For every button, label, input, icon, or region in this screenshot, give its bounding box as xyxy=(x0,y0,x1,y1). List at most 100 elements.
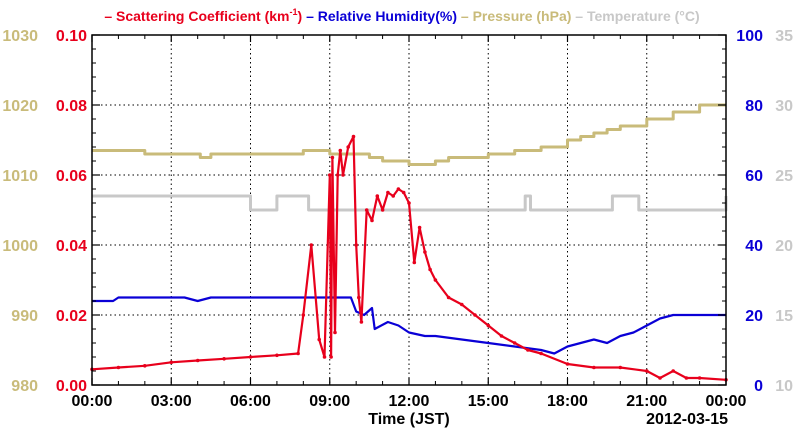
series-line-scattering xyxy=(91,135,727,381)
data-point-scattering xyxy=(301,313,306,317)
data-point-scattering xyxy=(357,295,361,300)
x-tick-label: 00:00 xyxy=(72,393,113,410)
y-tick-label: 60 xyxy=(745,168,763,185)
data-point-scattering xyxy=(473,313,477,317)
data-point-scattering xyxy=(486,323,491,328)
series-layer xyxy=(90,103,728,382)
data-point-scattering xyxy=(592,365,596,370)
x-tick-label: 12:00 xyxy=(389,393,430,410)
series-line-humidity xyxy=(92,296,726,355)
data-point-scattering xyxy=(526,348,530,352)
data-point-scattering xyxy=(195,358,200,363)
y-tick-label: 1010 xyxy=(2,168,38,185)
data-point-scattering xyxy=(565,362,570,366)
data-point-scattering xyxy=(329,355,333,359)
y-tick-label: 15 xyxy=(775,308,793,325)
data-point-scattering xyxy=(428,267,432,272)
y-tick-label: 100 xyxy=(736,28,763,45)
data-point-scattering xyxy=(684,376,689,380)
y-tick-label: 0.02 xyxy=(56,308,87,325)
data-point-scattering xyxy=(359,320,364,324)
data-point-scattering xyxy=(335,173,340,177)
y-tick-label: 30 xyxy=(775,98,793,115)
data-point-scattering xyxy=(412,260,417,265)
data-point-scattering xyxy=(341,173,345,177)
data-point-scattering xyxy=(116,365,121,370)
x-tick-label: 09:00 xyxy=(309,393,350,410)
data-point-scattering xyxy=(354,243,359,247)
data-point-scattering xyxy=(275,353,279,358)
data-point-scattering xyxy=(338,148,343,153)
data-point-scattering xyxy=(423,250,427,254)
legend-humidity: – Relative Humidity(%) xyxy=(306,8,457,24)
data-point-scattering xyxy=(618,365,623,370)
y-tick-label: 20 xyxy=(775,238,793,255)
data-point-scattering xyxy=(333,330,337,335)
data-point-scattering xyxy=(309,243,314,247)
x-tick-label: 21:00 xyxy=(626,393,667,410)
y-tick-label: 0.06 xyxy=(56,168,87,185)
data-point-scattering xyxy=(446,295,451,300)
y-tick-label: 10 xyxy=(775,378,793,395)
x-tick-label: 00:00 xyxy=(706,393,747,410)
series-line-temperature xyxy=(92,194,728,212)
data-point-scattering xyxy=(328,173,332,177)
legend-pressure: – Pressure (hPa) xyxy=(461,8,572,24)
data-point-scattering xyxy=(671,369,675,373)
data-point-scattering xyxy=(499,334,504,338)
x-tick-label: 18:00 xyxy=(547,393,588,410)
data-point-scattering xyxy=(539,351,543,356)
data-point-scattering xyxy=(512,341,517,345)
data-point-scattering xyxy=(658,376,662,380)
y-tick-label: 80 xyxy=(745,98,763,115)
data-point-scattering xyxy=(322,355,327,359)
tick-layer: 00:00 03:00 06:00 09:00 12:00 15:00 18:00 21:00… xyxy=(2,28,793,410)
data-point-scattering xyxy=(296,351,300,356)
data-point-scattering xyxy=(697,376,702,380)
y-tick-label: 0.04 xyxy=(56,238,87,255)
y-tick-label: 0.00 xyxy=(56,378,87,395)
date-label: 2012-03-15 xyxy=(646,411,728,428)
data-point-scattering xyxy=(364,208,369,212)
y-tick-label: 25 xyxy=(775,168,793,185)
data-point-scattering xyxy=(143,364,147,368)
x-tick-label: 03:00 xyxy=(151,393,192,410)
data-point-scattering xyxy=(401,190,406,195)
series-line-pressure xyxy=(92,103,726,166)
data-point-scattering xyxy=(375,194,380,198)
data-point-scattering xyxy=(370,218,374,223)
y-tick-label: 0.10 xyxy=(56,28,87,45)
data-point-scattering xyxy=(351,134,356,139)
x-tick-label: 06:00 xyxy=(230,393,271,410)
y-tick-label: 35 xyxy=(775,28,793,45)
y-tick-label: 0.08 xyxy=(56,98,87,115)
data-point-scattering xyxy=(222,357,226,361)
legend-temperature: – Temperature (°C) xyxy=(575,8,699,24)
data-point-scattering xyxy=(645,369,649,373)
y-tick-label: 990 xyxy=(11,308,38,325)
data-point-scattering xyxy=(396,187,401,191)
y-tick-label: 980 xyxy=(11,378,38,395)
data-point-scattering xyxy=(417,225,422,230)
y-tick-label: 1000 xyxy=(2,238,38,255)
data-point-scattering xyxy=(317,337,322,342)
data-point-scattering xyxy=(346,145,351,149)
y-tick-label: 40 xyxy=(745,238,763,255)
x-tick-label: 15:00 xyxy=(468,393,509,410)
legend: – Scattering Coefficient (km-1) – Relati… xyxy=(104,7,699,24)
y-tick-label: 1030 xyxy=(2,28,38,45)
data-point-scattering xyxy=(380,208,385,212)
y-tick-label: 1020 xyxy=(2,98,38,115)
data-point-scattering xyxy=(386,190,390,195)
data-point-scattering xyxy=(330,155,335,160)
legend-scattering: – Scattering Coefficient (km-1) xyxy=(104,7,306,24)
x-axis-label: Time (JST) xyxy=(368,411,450,428)
data-point-scattering xyxy=(407,201,411,205)
data-point-scattering xyxy=(169,360,174,365)
data-point-scattering xyxy=(460,302,464,307)
data-point-scattering xyxy=(248,355,253,359)
data-point-scattering xyxy=(433,278,438,282)
y-tick-label: 0 xyxy=(754,378,763,395)
y-tick-label: 20 xyxy=(745,308,763,325)
